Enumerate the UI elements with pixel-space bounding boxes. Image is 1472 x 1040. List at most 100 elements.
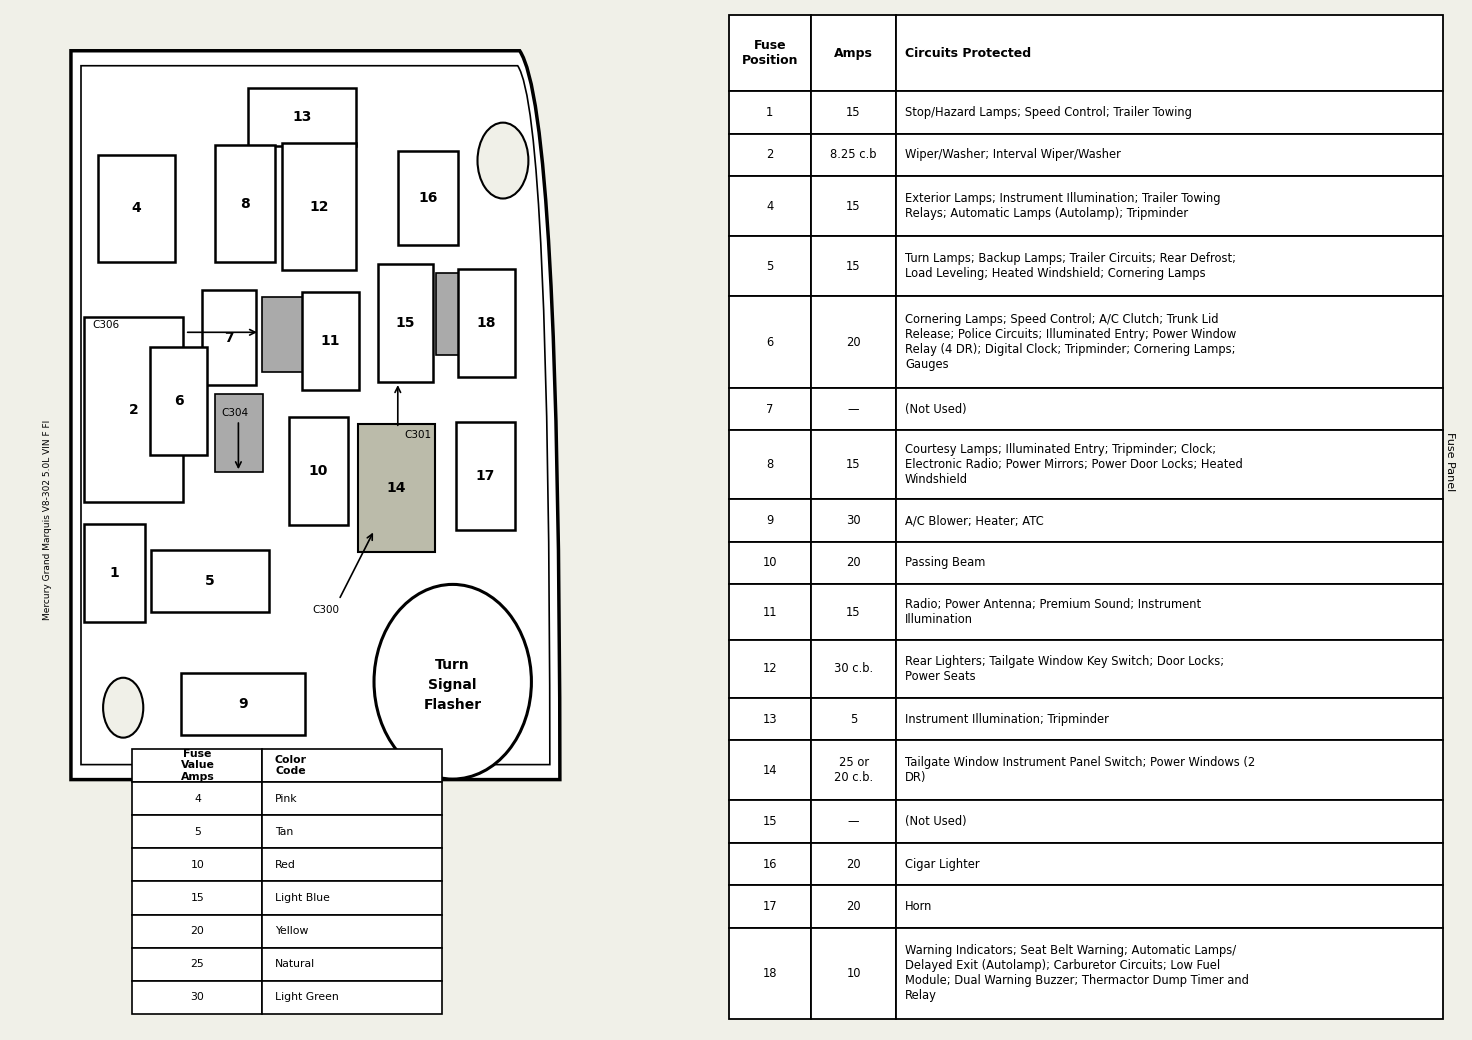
Bar: [397, 151, 458, 245]
Text: Warning Indicators; Seat Belt Warning; Automatic Lamps/
Delayed Exit (Autolamp);: Warning Indicators; Seat Belt Warning; A…: [905, 944, 1248, 1003]
Text: Rear Lighters; Tailgate Window Key Switch; Door Locks;
Power Seats: Rear Lighters; Tailgate Window Key Switc…: [905, 655, 1225, 683]
Text: 20: 20: [846, 336, 861, 348]
Bar: [729, 388, 811, 431]
Text: 2: 2: [130, 402, 138, 417]
Bar: [811, 388, 896, 431]
Bar: [262, 849, 442, 881]
Text: 7: 7: [765, 402, 773, 416]
Bar: [811, 885, 896, 928]
Text: 10: 10: [309, 464, 328, 478]
Text: Stop/Hazard Lamps; Speed Control; Trailer Towing: Stop/Hazard Lamps; Speed Control; Traile…: [905, 106, 1192, 119]
Text: 5: 5: [849, 712, 857, 726]
Bar: [729, 92, 811, 133]
Text: 10: 10: [762, 556, 777, 570]
Bar: [896, 885, 1443, 928]
Bar: [729, 176, 811, 236]
Bar: [896, 698, 1443, 740]
Circle shape: [103, 678, 143, 737]
Text: 30: 30: [846, 514, 861, 527]
Bar: [283, 142, 356, 270]
Text: 15: 15: [846, 459, 861, 471]
Text: 4: 4: [194, 794, 200, 804]
Text: 15: 15: [190, 893, 205, 903]
Bar: [729, 584, 811, 640]
Text: 15: 15: [846, 605, 861, 619]
Bar: [729, 16, 811, 92]
Bar: [729, 133, 811, 176]
Circle shape: [477, 123, 528, 199]
Bar: [811, 16, 896, 92]
Text: 8: 8: [765, 459, 773, 471]
Text: 15: 15: [846, 260, 861, 272]
Text: 18: 18: [477, 316, 496, 331]
Bar: [132, 749, 262, 782]
Text: A/C Blower; Heater; ATC: A/C Blower; Heater; ATC: [905, 514, 1044, 527]
Bar: [132, 849, 262, 881]
Text: Instrument Illumination; Tripminder: Instrument Illumination; Tripminder: [905, 712, 1108, 726]
Bar: [896, 640, 1443, 698]
Bar: [262, 815, 442, 849]
Text: —: —: [848, 815, 860, 828]
Text: C306: C306: [93, 320, 119, 331]
Text: 16: 16: [762, 858, 777, 870]
Text: 12: 12: [309, 200, 328, 213]
Text: Passing Beam: Passing Beam: [905, 556, 985, 570]
Bar: [811, 499, 896, 542]
Bar: [811, 698, 896, 740]
Text: (Not Used): (Not Used): [905, 402, 967, 416]
Bar: [811, 928, 896, 1019]
Text: Mercury Grand Marquis V8-302 5.0L VIN F FI: Mercury Grand Marquis V8-302 5.0L VIN F …: [43, 420, 52, 620]
Bar: [811, 842, 896, 885]
Ellipse shape: [374, 584, 531, 779]
Bar: [132, 815, 262, 849]
PathPatch shape: [71, 51, 559, 780]
Text: —: —: [848, 402, 860, 416]
Text: (Not Used): (Not Used): [905, 815, 967, 828]
Bar: [262, 749, 442, 782]
Text: 10: 10: [846, 967, 861, 980]
Text: 30: 30: [190, 992, 205, 1003]
Bar: [729, 499, 811, 542]
Text: 15: 15: [846, 106, 861, 119]
Bar: [896, 176, 1443, 236]
Bar: [262, 297, 311, 372]
Text: Fuse
Value
Amps: Fuse Value Amps: [181, 749, 215, 782]
Bar: [378, 264, 433, 383]
Bar: [132, 947, 262, 981]
Bar: [811, 176, 896, 236]
Bar: [215, 394, 263, 472]
Bar: [729, 842, 811, 885]
Bar: [215, 145, 275, 262]
Text: Cigar Lighter: Cigar Lighter: [905, 858, 979, 870]
Text: Fuse Panel: Fuse Panel: [1444, 433, 1454, 492]
Bar: [132, 981, 262, 1014]
Text: 20: 20: [846, 556, 861, 570]
Text: Exterior Lamps; Instrument Illumination; Trailer Towing
Relays; Automatic Lamps : Exterior Lamps; Instrument Illumination;…: [905, 192, 1220, 220]
Bar: [896, 388, 1443, 431]
Text: Fuse
Position: Fuse Position: [742, 40, 798, 68]
Text: Red: Red: [275, 860, 296, 869]
Text: 7: 7: [224, 331, 234, 345]
Bar: [729, 928, 811, 1019]
Bar: [729, 801, 811, 842]
Bar: [811, 92, 896, 133]
Text: 4: 4: [131, 202, 141, 215]
Bar: [262, 782, 442, 815]
Text: C300: C300: [312, 605, 339, 615]
Bar: [729, 431, 811, 499]
Bar: [896, 928, 1443, 1019]
Text: Courtesy Lamps; Illuminated Entry; Tripminder; Clock;
Electronic Radio; Power Mi: Courtesy Lamps; Illuminated Entry; Tripm…: [905, 443, 1242, 487]
Text: 17: 17: [762, 900, 777, 913]
Text: 1: 1: [765, 106, 773, 119]
Text: 11: 11: [762, 605, 777, 619]
Bar: [729, 542, 811, 584]
Text: 4: 4: [765, 200, 773, 212]
Text: Amps: Amps: [835, 47, 873, 60]
Bar: [811, 236, 896, 296]
Text: Turn Lamps; Backup Lamps; Trailer Circuits; Rear Defrost;
Load Leveling; Heated : Turn Lamps; Backup Lamps; Trailer Circui…: [905, 253, 1236, 281]
Text: Light Blue: Light Blue: [275, 893, 330, 903]
Bar: [456, 422, 515, 530]
Bar: [811, 296, 896, 388]
Bar: [358, 424, 434, 552]
Bar: [289, 417, 347, 525]
